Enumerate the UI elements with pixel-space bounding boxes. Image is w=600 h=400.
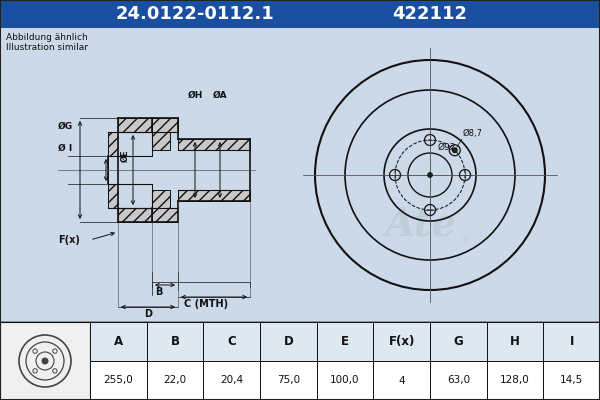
Bar <box>487 322 544 361</box>
Bar <box>108 132 152 156</box>
Bar <box>544 322 600 361</box>
Bar <box>430 322 487 361</box>
Bar <box>487 361 544 400</box>
Circle shape <box>427 172 433 178</box>
Text: 100,0: 100,0 <box>330 376 360 386</box>
Bar <box>544 361 600 400</box>
Text: 4: 4 <box>398 376 405 386</box>
Text: I: I <box>569 335 574 348</box>
Bar <box>108 156 122 184</box>
Bar <box>373 322 430 361</box>
Text: 24.0122-0112.1: 24.0122-0112.1 <box>116 5 274 23</box>
Bar <box>152 118 178 132</box>
Bar <box>317 361 373 400</box>
Text: ØH: ØH <box>187 91 203 100</box>
Bar <box>178 150 250 190</box>
Bar <box>260 361 317 400</box>
Text: ØE: ØE <box>121 149 130 162</box>
Bar <box>152 132 170 150</box>
Bar <box>0 0 600 28</box>
Circle shape <box>41 358 49 364</box>
Bar <box>109 156 152 184</box>
Text: 20,4: 20,4 <box>220 376 243 386</box>
Text: B: B <box>155 287 163 297</box>
Bar <box>108 184 152 208</box>
Text: ®: ® <box>460 235 470 245</box>
Bar <box>119 132 151 208</box>
Bar <box>0 322 600 400</box>
Bar <box>146 322 203 361</box>
Text: D: D <box>283 335 293 348</box>
Bar <box>203 361 260 400</box>
Text: H: H <box>510 335 520 348</box>
Text: D: D <box>144 309 152 319</box>
Text: 63,0: 63,0 <box>447 376 470 386</box>
Text: ØG: ØG <box>58 122 73 130</box>
Text: F(x): F(x) <box>388 335 415 348</box>
Bar <box>118 208 152 222</box>
Text: Ø8,7: Ø8,7 <box>463 129 483 138</box>
Bar <box>373 361 430 400</box>
Text: Ate: Ate <box>384 206 456 244</box>
Text: 22,0: 22,0 <box>163 376 187 386</box>
Text: ØA: ØA <box>212 91 227 100</box>
Text: Ø92: Ø92 <box>438 142 457 152</box>
Text: 128,0: 128,0 <box>500 376 530 386</box>
Circle shape <box>452 147 458 153</box>
Text: C (MTH): C (MTH) <box>184 299 228 309</box>
Text: F(x): F(x) <box>58 235 80 245</box>
Bar <box>152 208 178 222</box>
Text: B: B <box>170 335 179 348</box>
Bar <box>430 361 487 400</box>
Bar <box>260 322 317 361</box>
Bar <box>0 322 90 400</box>
Bar <box>178 139 250 150</box>
Text: 255,0: 255,0 <box>103 376 133 386</box>
Bar <box>146 361 203 400</box>
Bar <box>178 190 250 201</box>
Text: A: A <box>114 335 123 348</box>
Bar <box>90 361 146 400</box>
Bar <box>203 322 260 361</box>
Text: 14,5: 14,5 <box>560 376 583 386</box>
Bar <box>118 118 152 132</box>
Text: Illustration similar: Illustration similar <box>6 44 88 52</box>
Bar <box>317 322 373 361</box>
Bar <box>90 322 146 361</box>
Text: G: G <box>454 335 463 348</box>
Text: E: E <box>341 335 349 348</box>
Text: Ø I: Ø I <box>58 144 72 152</box>
Text: C: C <box>227 335 236 348</box>
Bar <box>152 190 170 208</box>
Text: 75,0: 75,0 <box>277 376 300 386</box>
Text: Abbildung ähnlich: Abbildung ähnlich <box>6 34 88 42</box>
Text: 422112: 422112 <box>392 5 467 23</box>
